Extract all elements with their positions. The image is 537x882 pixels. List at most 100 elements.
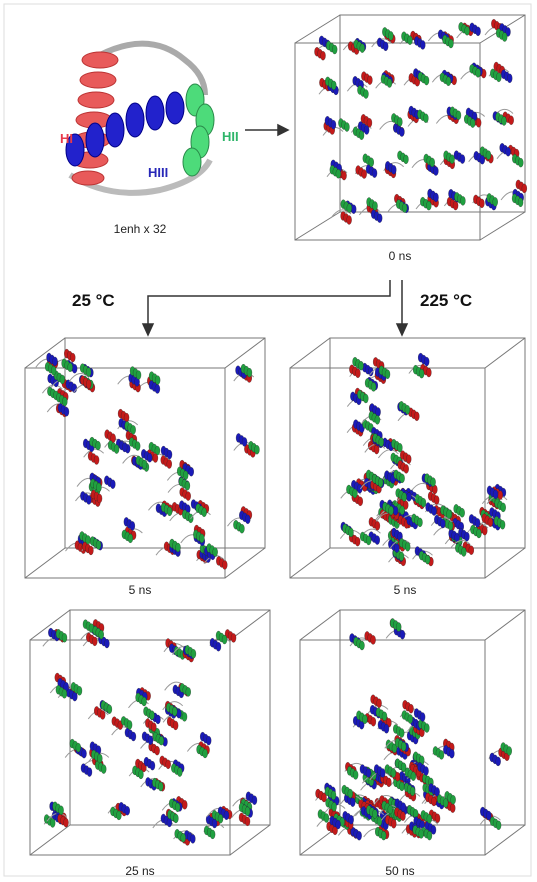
helix-turn (93, 455, 100, 465)
helix-turn (400, 811, 406, 821)
helix-turn (423, 75, 430, 86)
helix-turn (130, 731, 137, 742)
protein (42, 627, 68, 647)
helix-turn (361, 169, 367, 179)
helix-turn (508, 115, 514, 125)
helix-turn (357, 484, 363, 494)
protein (142, 706, 164, 732)
helix-turn (429, 157, 435, 168)
helix-turn (188, 467, 194, 477)
helix-turn (461, 547, 467, 557)
helix-turn (175, 542, 181, 553)
helix-turn (239, 524, 245, 534)
protein (399, 781, 421, 802)
box-edge (289, 367, 486, 579)
protein (410, 473, 438, 495)
helix-turn (365, 768, 372, 778)
protein (49, 672, 71, 699)
helix-turn (455, 110, 462, 120)
protein (128, 757, 156, 780)
helix-turn (420, 498, 427, 508)
box-edge (484, 824, 526, 856)
helix-turn (323, 813, 330, 823)
protein (340, 784, 362, 807)
protein (480, 806, 502, 830)
simulation-box (294, 14, 527, 241)
helix-turn (62, 396, 68, 407)
protein (162, 700, 184, 719)
protein (395, 487, 417, 503)
helix-turn (371, 168, 378, 178)
protein (496, 143, 524, 168)
protein (432, 738, 455, 760)
helix-turn (122, 442, 128, 453)
helix-turn (190, 649, 197, 659)
helix-turn (438, 750, 445, 760)
helix-turn (71, 364, 78, 374)
helix-turn (96, 482, 102, 493)
protein (227, 506, 253, 534)
helix-turn (244, 816, 251, 827)
box-edge (484, 337, 526, 369)
helix-turn (445, 76, 452, 86)
helix-turn (72, 691, 78, 702)
helix-turn (521, 183, 527, 194)
protein (117, 408, 139, 435)
box-edge (299, 639, 486, 856)
box-edge (224, 547, 266, 579)
helix-turn (359, 640, 365, 651)
protein (401, 821, 424, 839)
protein (344, 762, 372, 780)
helix-turn (506, 746, 512, 756)
helix-turn (433, 166, 439, 176)
protein (397, 401, 420, 422)
helix-turn (495, 756, 501, 767)
protein (352, 710, 377, 730)
protein (231, 802, 253, 827)
helix-turn (408, 704, 414, 714)
helix-turn (141, 459, 148, 470)
helix-turn (381, 830, 387, 841)
helix-turn (450, 795, 456, 805)
protein (206, 805, 233, 824)
helix-turn (397, 443, 403, 453)
time-label: 0 ns (389, 249, 412, 263)
helix-turn (374, 415, 381, 425)
helix-turn (403, 154, 409, 164)
helix-turn (447, 521, 454, 531)
helix-turn (350, 797, 356, 807)
helix-turn (244, 806, 251, 816)
protein (152, 808, 179, 829)
helix-turn (185, 687, 191, 697)
helix-turn (96, 493, 103, 504)
protein (87, 700, 113, 720)
helix-turn (426, 830, 433, 841)
helix-turn (426, 201, 432, 211)
box-edge (24, 337, 66, 369)
helix-turn (183, 470, 189, 480)
protein (484, 19, 511, 42)
protein (121, 517, 143, 544)
helix-turn (475, 68, 481, 78)
helix-turn (365, 535, 372, 546)
helix-turn (158, 781, 164, 792)
helix-turn (372, 201, 378, 211)
protein (145, 441, 173, 469)
simulation-box (299, 609, 526, 856)
helix-turn (331, 80, 337, 90)
helix-turn (475, 118, 482, 128)
helix-turn (86, 495, 92, 505)
helix-turn (182, 800, 188, 810)
protein (425, 491, 452, 519)
box-edge (294, 14, 341, 44)
helix-turn (130, 425, 136, 435)
protein (88, 741, 110, 764)
protein (388, 547, 409, 567)
protein (340, 480, 363, 506)
helix-turn (492, 489, 499, 499)
helix-turn (363, 393, 369, 404)
helix-turn (424, 356, 430, 367)
helix-label: HIII (148, 165, 168, 180)
helix-turn (431, 796, 437, 807)
helix-turn (390, 768, 397, 778)
